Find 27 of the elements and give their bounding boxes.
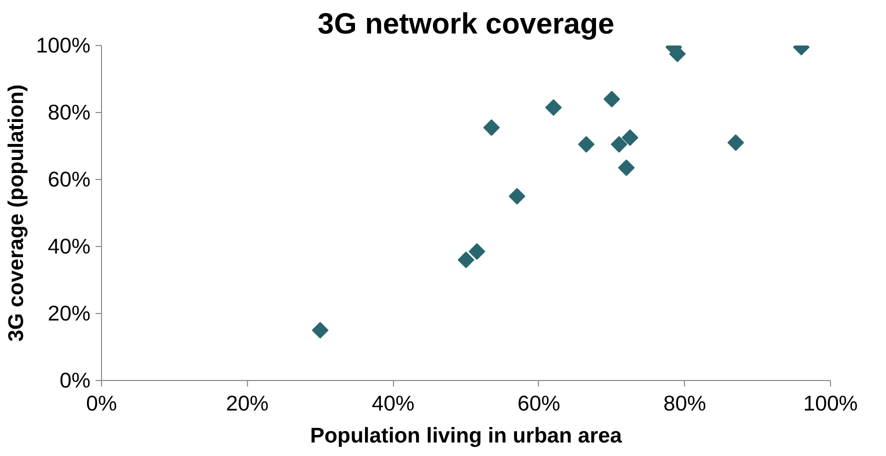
y-tick-label: 40% [48,234,91,258]
y-tick-label: 100% [36,34,91,58]
point [618,159,635,176]
x-tick-label: 100% [803,392,858,416]
y-axis-title: 3G coverage (population) [4,84,28,342]
point [578,136,595,153]
point [468,243,486,260]
y-tick-label: 80% [48,100,91,124]
x-tick-label: 60% [518,392,560,416]
point [508,188,526,205]
point [545,99,562,116]
y-tick-label: 20% [48,302,91,326]
point [622,129,638,146]
y-tick-label: 0% [60,368,91,392]
point [312,322,328,339]
x-tick-label: 40% [372,392,414,416]
point [610,136,628,153]
y-tick-label: 60% [48,168,91,192]
point [458,252,474,268]
x-tick-label: 0% [86,392,117,416]
point [483,119,500,136]
x-tick-label: 80% [663,392,706,416]
x-tick-label: 20% [226,392,269,416]
point [604,90,620,108]
x-axis-title: Population living in urban area [310,424,622,448]
chart-title: 3G network coverage [318,8,614,40]
point [727,134,744,151]
